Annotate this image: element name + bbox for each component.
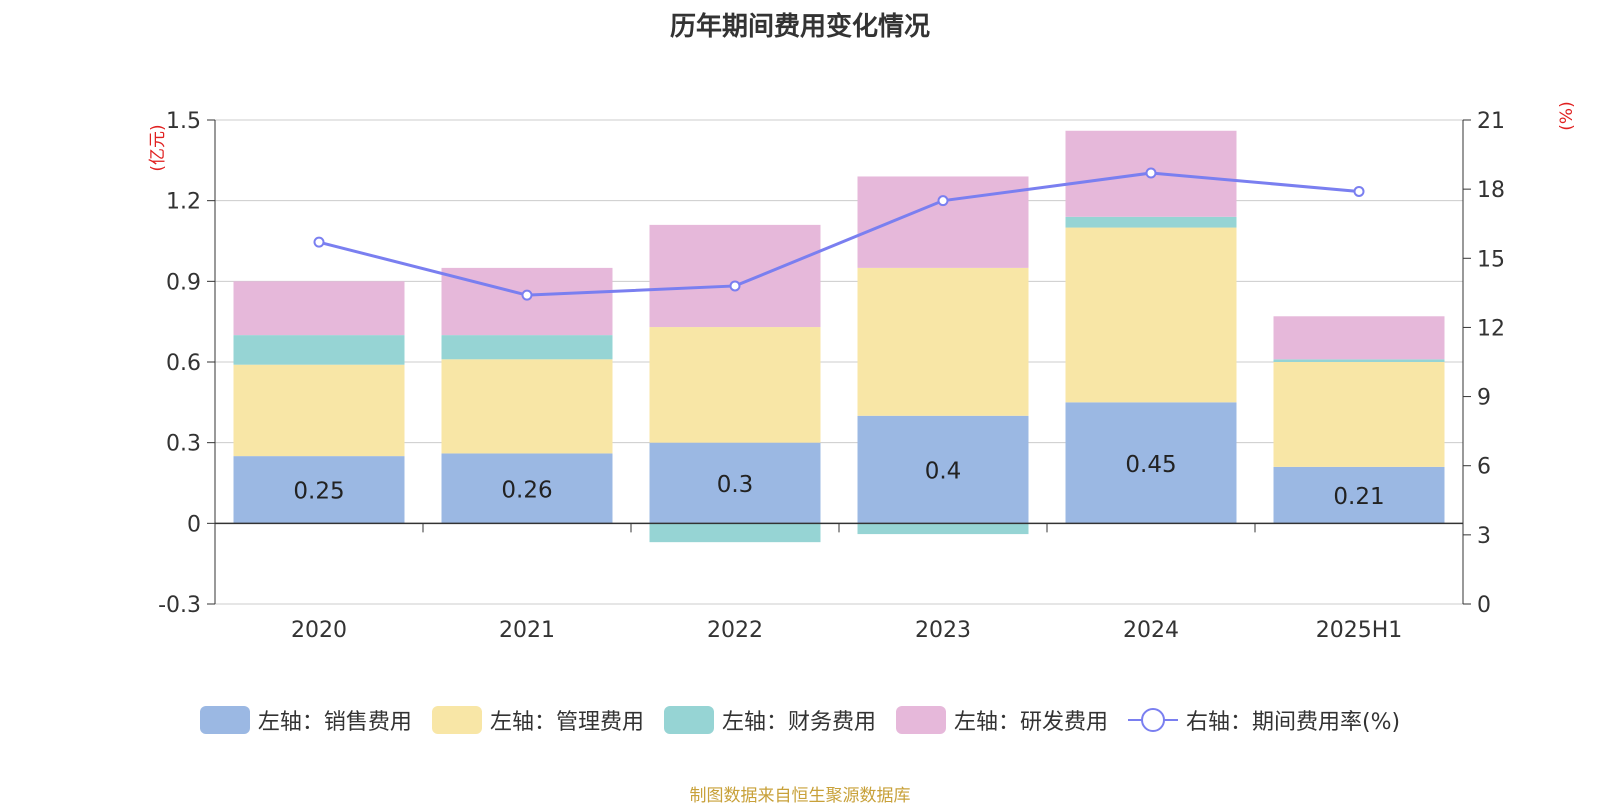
bar-rnd [649,224,821,328]
rate-line-point [521,289,533,301]
legend-item-rate[interactable]: 右轴：期间费用率(%) [1127,704,1401,736]
bar-rnd [857,176,1029,268]
chart-legend: 左轴：销售费用 左轴：管理费用 左轴：财务费用 左轴：研发费用 右轴：期间费用率… [0,700,1600,740]
bar-rnd [1273,316,1445,360]
right-axis-tick-label: 3 [1477,524,1491,549]
data-label-sales: 0.3 [717,472,754,498]
source-note: 制图数据来自恒生聚源数据库 [689,786,911,806]
rate-line [313,167,1365,301]
right-axis-unit: (%) [1557,101,1577,130]
x-axis-tick-label: 2021 [499,618,555,643]
left-axis-tick-label: -0.3 [158,593,201,618]
data-label-sales: 0.25 [293,479,344,505]
left-axis-tick-label: 1.5 [166,109,201,134]
bar-admin [233,364,405,457]
right-axis-tick-label: 9 [1477,386,1491,411]
rate-line-point [1353,185,1365,197]
rate-line-point [729,280,741,292]
bar-sales [1273,466,1445,524]
legend-label-rate: 右轴：期间费用率(%) [1185,710,1401,735]
left-axis-tick-label: 0.9 [166,270,201,295]
chart-plot: 1.5 1.2 0.9 0.6 0.3 0 -0.3 21 18 15 12 9 6 3 0 2020 2021… [148,101,1577,643]
chart-title: 历年期间费用变化情况 [669,12,930,42]
x-axis-tick-label: 2025H1 [1316,618,1403,643]
legend-item-finance[interactable]: 左轴：财务费用 [663,704,876,736]
bar-finance [441,335,613,360]
bar-admin [1065,227,1237,403]
data-label-sales: 0.45 [1125,452,1176,478]
bar-rnd [233,281,405,336]
data-labels: 0.25 0.26 0.3 0.4 0.45 0.21 [293,452,1384,510]
left-axis-tick-label: 0.6 [166,351,201,376]
data-label-sales: 0.21 [1333,484,1384,510]
bar-finance [233,335,405,365]
left-axis-tick-label: 1.2 [166,190,201,215]
bar-admin [1273,362,1445,467]
legend-swatch-admin [431,706,482,734]
x-axis-tick-label: 2023 [915,618,971,643]
bar-sales [1065,402,1237,524]
right-axis-tick-label: 15 [1477,247,1505,272]
right-axis-tick-label: 21 [1477,109,1505,134]
right-axis-tick-label: 0 [1477,593,1491,618]
legend-swatch-finance [663,706,714,734]
legend-label-finance: 左轴：财务费用 [721,710,876,735]
right-axis-tick-label: 18 [1477,178,1505,203]
legend-line-swatch-rate [1127,706,1178,734]
x-axis-tick-label: 2022 [707,618,763,643]
axes: 1.5 1.2 0.9 0.6 0.3 0 -0.3 21 18 15 12 9 6 3 0 2020 2021… [158,109,1505,643]
legend-swatch-sales [199,706,250,734]
legend-item-sales[interactable]: 左轴：销售费用 [199,704,412,736]
legend-swatch-rnd [895,706,946,734]
x-axis-tick-label: 2020 [291,618,347,643]
bar-finance [649,523,821,543]
bar-admin [441,359,613,454]
left-axis-unit: (亿元) [148,124,168,171]
data-label-sales: 0.4 [925,459,962,485]
left-axis-tick-label: 0 [187,512,201,537]
right-axis-tick-label: 6 [1477,455,1491,480]
right-axis-tick-label: 12 [1477,316,1505,341]
legend-label-sales: 左轴：销售费用 [257,710,412,735]
bar-sales [649,442,821,524]
bar-admin [857,267,1029,416]
bars [233,130,1445,543]
grid-lines [215,119,1463,605]
bar-finance [1065,216,1237,228]
legend-item-rnd[interactable]: 左轴：研发费用 [895,704,1108,736]
bar-finance [1273,359,1445,362]
rate-line-path [318,171,1360,297]
x-axis-tick-label: 2024 [1123,618,1179,643]
bar-sales [857,415,1029,524]
legend-label-rnd: 左轴：研发费用 [953,710,1108,735]
rate-line-point [937,195,949,207]
left-axis-tick-label: 0.3 [166,432,201,457]
rate-line-point [313,236,325,248]
bar-sales [233,456,405,524]
bar-finance [857,523,1029,535]
legend-label-admin: 左轴：管理费用 [489,710,644,735]
bar-sales [441,453,613,524]
bar-admin [649,327,821,443]
legend-item-admin[interactable]: 左轴：管理费用 [431,704,644,736]
data-label-sales: 0.26 [501,477,552,503]
rate-line-point [1145,167,1157,179]
bar-rnd [441,267,613,336]
